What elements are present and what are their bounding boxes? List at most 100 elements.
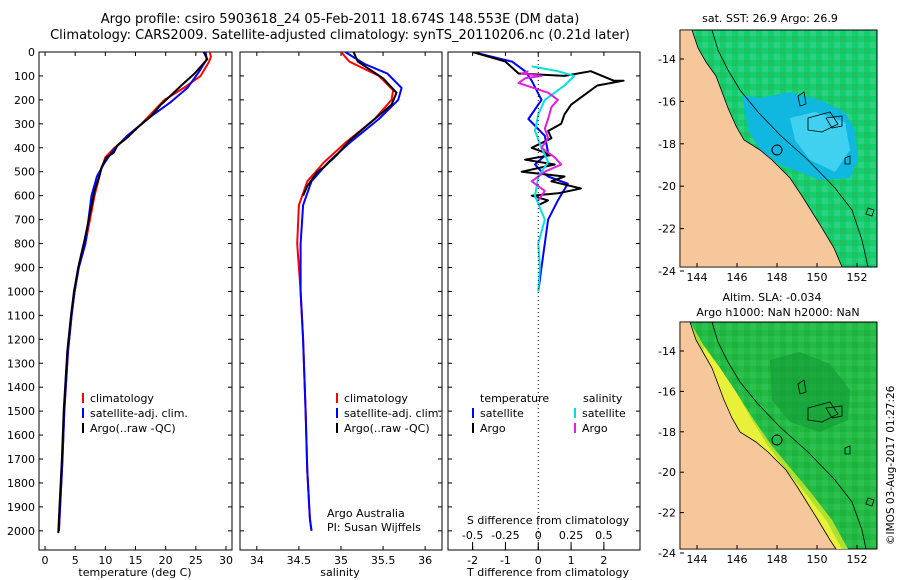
sla-argo-location-marker bbox=[771, 434, 783, 446]
y-tick-label: 300 bbox=[14, 118, 35, 131]
series-line-argo-raw-qc- bbox=[57, 52, 209, 534]
map-lat-label: -18 bbox=[658, 426, 676, 439]
sla-map-title-1: Altim. SLA: -0.034 bbox=[722, 291, 821, 304]
salinity-axis-label: salinity bbox=[320, 566, 360, 579]
map-lat-label: -22 bbox=[658, 507, 676, 520]
x-tick-label: 35.5 bbox=[371, 554, 396, 567]
annotation-argo-australia: Argo Australia bbox=[327, 507, 405, 520]
x-tick-label: 10 bbox=[98, 554, 112, 567]
sst-argo-location-marker bbox=[771, 144, 783, 156]
y-tick-label: 1200 bbox=[7, 333, 35, 346]
temperature-axes: 0 5 10 15 20 25 300100200300400500600700800900… bbox=[7, 46, 233, 567]
difference-legend: temperature satellite Argo salinity sate… bbox=[472, 392, 626, 435]
y-tick-label: 800 bbox=[14, 238, 35, 251]
s-tick-label: 0.25 bbox=[559, 529, 584, 542]
temperature-legend: climatology satellite-adj. clim. Argo(..… bbox=[82, 392, 188, 435]
sla-reefs bbox=[797, 379, 875, 507]
map-lon-label: 152 bbox=[847, 553, 868, 566]
salinity-axes: 34 34.5 35 35.5 36 bbox=[240, 51, 442, 567]
salinity-panel-frame bbox=[239, 51, 443, 551]
x-tick-label: 1 bbox=[568, 554, 575, 567]
map-lon-label: 146 bbox=[727, 553, 748, 566]
s-tick-label: -0.25 bbox=[491, 529, 519, 542]
series-line-argo-raw-qc- bbox=[302, 52, 398, 197]
y-tick-label: 1100 bbox=[7, 309, 35, 322]
t-difference-axis-label: T difference from climatology bbox=[466, 566, 629, 579]
difference-axes: -2 -1 0 1 2 bbox=[448, 51, 640, 567]
map-lon-label: 144 bbox=[687, 553, 708, 566]
map-lat-label: -24 bbox=[658, 547, 676, 560]
legend-label-argo: Argo(..raw -QC) bbox=[90, 422, 176, 435]
temperature-panel-frame bbox=[38, 51, 233, 551]
map-lat-label: -20 bbox=[658, 180, 676, 193]
map-lon-label: 148 bbox=[767, 271, 788, 284]
legend-label-temp-satellite: satellite bbox=[480, 407, 524, 420]
s-tick-label: 0 bbox=[535, 529, 542, 542]
map-lat-label: -16 bbox=[658, 385, 676, 398]
figure-title-line-1: Argo profile: csiro 5903618_24 05-Feb-20… bbox=[100, 12, 580, 27]
legend-label-temp-argo: Argo bbox=[480, 422, 506, 435]
map-lat-label: -14 bbox=[658, 345, 676, 358]
sla-shelf-high bbox=[690, 322, 848, 549]
y-tick-label: 500 bbox=[14, 166, 35, 179]
credit-text: ©IMOS 03-Aug-2017 01:27:26 bbox=[885, 385, 897, 545]
legend-label-climatology: climatology bbox=[344, 392, 408, 405]
sla-shelf-peak bbox=[700, 346, 842, 549]
legend-label-sal-argo: Argo bbox=[582, 422, 608, 435]
difference-panel-frame bbox=[447, 51, 641, 551]
map-lat-label: -18 bbox=[658, 138, 676, 151]
sla-depth-contour bbox=[711, 321, 867, 550]
map-lat-label: -20 bbox=[658, 466, 676, 479]
sla-low-patch bbox=[770, 352, 850, 432]
x-tick-label: 35 bbox=[334, 554, 348, 567]
legend-heading-salinity: salinity bbox=[583, 392, 623, 405]
s-tick-label: 0.5 bbox=[595, 529, 613, 542]
x-tick-label: 0 bbox=[535, 554, 542, 567]
series-line-salinity-argo bbox=[517, 70, 563, 201]
y-tick-label: 100 bbox=[14, 70, 35, 83]
x-tick-label: 25 bbox=[189, 554, 203, 567]
y-tick-label: 700 bbox=[14, 214, 35, 227]
x-tick-label: 34 bbox=[250, 554, 264, 567]
legend-heading-temperature: temperature bbox=[480, 392, 549, 405]
sst-map-title: sat. SST: 26.9 Argo: 26.9 bbox=[702, 12, 838, 25]
y-tick-label: 1800 bbox=[7, 477, 35, 490]
sla-map-title-2: Argo h1000: NaN h2000: NaN bbox=[696, 306, 859, 319]
series-line-temperature-argo bbox=[472, 52, 625, 207]
temperature-axis-label: temperature (deg C) bbox=[78, 566, 191, 579]
map-lat-label: -24 bbox=[658, 265, 676, 278]
sst-map bbox=[679, 29, 878, 268]
y-tick-label: 400 bbox=[14, 142, 35, 155]
x-tick-label: 36 bbox=[418, 554, 432, 567]
sst-reefs bbox=[797, 91, 875, 217]
sst-map-ticks: 144 146 148 150 152 -14 -16 -18 -20 -22 -24 bbox=[658, 53, 867, 284]
map-lon-label: 150 bbox=[807, 271, 828, 284]
legend-label-satellite: satellite-adj. clim. bbox=[90, 407, 188, 420]
y-tick-label: 1600 bbox=[7, 429, 35, 442]
x-tick-label: 15 bbox=[129, 554, 143, 567]
s-difference-axis-label: S difference from climatology bbox=[467, 514, 630, 527]
x-tick-label: 20 bbox=[159, 554, 173, 567]
map-lat-label: -14 bbox=[658, 53, 676, 66]
map-lat-label: -16 bbox=[658, 95, 676, 108]
x-tick-label: 2 bbox=[600, 554, 607, 567]
y-tick-label: 1900 bbox=[7, 501, 35, 514]
salinity-series bbox=[296, 52, 403, 531]
map-lon-label: 146 bbox=[727, 271, 748, 284]
y-tick-label: 1500 bbox=[7, 405, 35, 418]
map-lon-label: 148 bbox=[767, 553, 788, 566]
legend-label-argo: Argo(..raw -QC) bbox=[344, 422, 430, 435]
sla-land-queensland bbox=[679, 321, 837, 550]
x-tick-label: -1 bbox=[500, 554, 511, 567]
y-tick-label: 200 bbox=[14, 94, 35, 107]
map-lon-label: 150 bbox=[807, 553, 828, 566]
y-tick-label: 1300 bbox=[7, 357, 35, 370]
legend-label-satellite: satellite-adj. clim. bbox=[344, 407, 442, 420]
y-tick-label: 1400 bbox=[7, 381, 35, 394]
y-tick-label: 1700 bbox=[7, 453, 35, 466]
sst-land-queensland bbox=[679, 29, 843, 268]
legend-label-climatology: climatology bbox=[90, 392, 154, 405]
annotation-pi-name: PI: Susan Wijffels bbox=[327, 521, 421, 534]
y-tick-label: 600 bbox=[14, 190, 35, 203]
